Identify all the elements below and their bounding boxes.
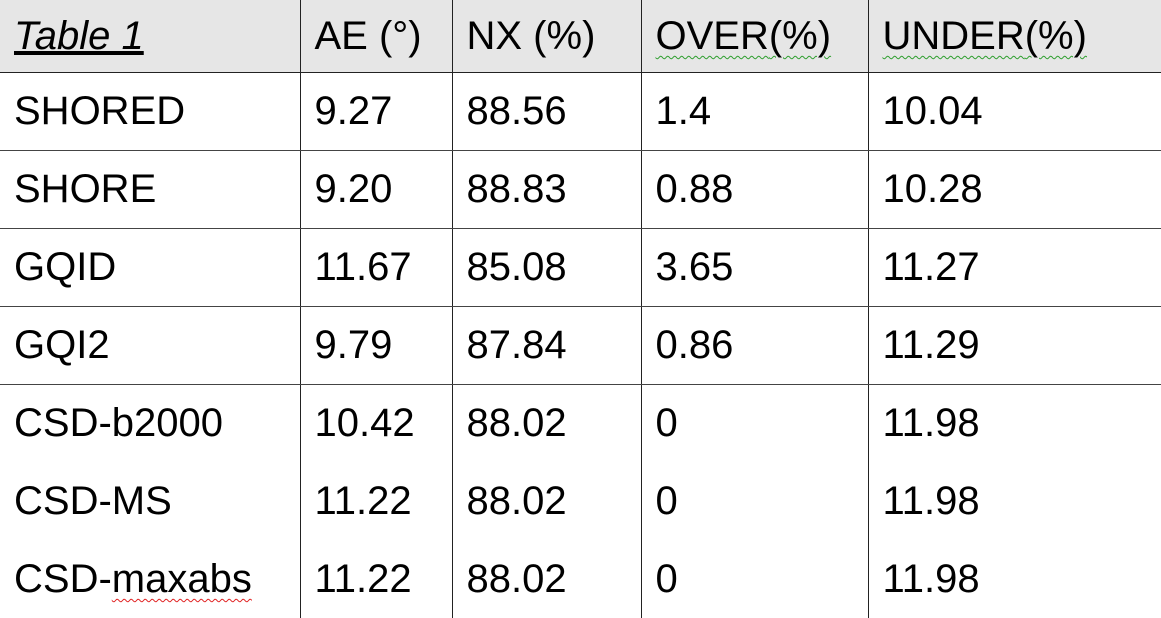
- table-title: Table 1: [14, 13, 144, 58]
- over-cell: 0: [640, 540, 868, 618]
- table-row: CSD-MS 11.22 88.02 0 11.98: [0, 462, 1161, 540]
- header-over-suffix: (%): [768, 13, 832, 58]
- header-row: Table 1 AE (°) NX (%) OVER(%) UNDER(%): [0, 0, 1161, 73]
- header-nx: NX (%): [451, 0, 641, 73]
- nx-cell: 88.02: [451, 540, 641, 618]
- table-row: SHORE 9.20 88.83 0.88 10.28: [0, 150, 1161, 229]
- under-cell: 11.98: [867, 540, 1161, 618]
- header-ae: AE (°): [299, 0, 452, 73]
- table-row: SHORED 9.27 88.56 1.4 10.04: [0, 72, 1161, 151]
- nx-cell: 88.02: [451, 384, 641, 462]
- under-cell: 10.28: [867, 150, 1161, 229]
- table-row: GQID 11.67 85.08 3.65 11.27: [0, 228, 1161, 307]
- method-cell: SHORED: [0, 72, 300, 151]
- header-over: OVER(%): [640, 0, 868, 73]
- under-cell: 11.98: [867, 384, 1161, 462]
- under-cell: 11.98: [867, 462, 1161, 540]
- over-cell: 0: [640, 462, 868, 540]
- ae-cell: 11.22: [299, 462, 452, 540]
- method-label-misspelled: maxabs: [111, 557, 252, 601]
- over-cell: 0.88: [640, 150, 868, 229]
- method-cell: CSD-maxabs: [0, 540, 300, 618]
- header-under-suffix: (%): [1024, 13, 1087, 58]
- ae-cell: 9.20: [299, 150, 452, 229]
- nx-cell: 87.84: [451, 306, 641, 385]
- nx-cell: 88.56: [451, 72, 641, 151]
- under-cell: 10.04: [867, 72, 1161, 151]
- table-row: CSD-b2000 10.42 88.02 0 11.98: [0, 384, 1161, 462]
- method-cell: GQID: [0, 228, 300, 307]
- under-cell: 11.29: [867, 306, 1161, 385]
- method-cell: GQI2: [0, 306, 300, 385]
- header-under-word: UNDER: [882, 13, 1025, 58]
- nx-cell: 85.08: [451, 228, 641, 307]
- ae-cell: 11.67: [299, 228, 452, 307]
- nx-cell: 88.83: [451, 150, 641, 229]
- ae-cell: 10.42: [299, 384, 452, 462]
- header-over-word: OVER: [655, 13, 769, 58]
- method-label-prefix: CSD-: [14, 557, 112, 601]
- header-under: UNDER(%): [867, 0, 1161, 73]
- ae-cell: 11.22: [299, 540, 452, 618]
- ae-cell: 9.27: [299, 72, 452, 151]
- table-title-cell: Table 1: [0, 0, 300, 73]
- over-cell: 0.86: [640, 306, 868, 385]
- table-row: GQI2 9.79 87.84 0.86 11.29: [0, 306, 1161, 385]
- method-cell: CSD-MS: [14, 479, 172, 523]
- method-cell: CSD-b2000: [14, 401, 224, 446]
- nx-cell: 88.02: [451, 462, 641, 540]
- over-cell: 3.65: [640, 228, 868, 307]
- ae-cell: 9.79: [299, 306, 452, 385]
- under-cell: 11.27: [867, 228, 1161, 307]
- over-cell: 1.4: [640, 72, 868, 151]
- table-row: CSD-maxabs 11.22 88.02 0 11.98: [0, 540, 1161, 618]
- over-cell: 0: [640, 384, 868, 462]
- method-cell: SHORE: [0, 150, 300, 229]
